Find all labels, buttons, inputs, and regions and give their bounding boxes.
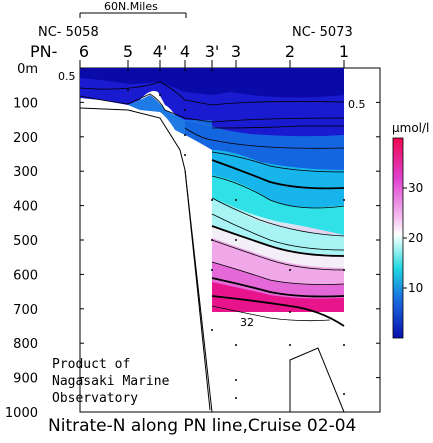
colorbar-ticks: 10 20 30	[403, 181, 423, 295]
y-tick-label: 900	[13, 372, 38, 387]
sample-dot	[235, 199, 237, 201]
endpoint-label-left: NC- 5058	[38, 25, 99, 40]
station-label: 1	[339, 42, 349, 61]
sample-dot	[235, 239, 237, 241]
annotation-line-3: Observatory	[52, 391, 138, 406]
sample-dot	[343, 344, 345, 346]
sample-dot	[184, 134, 186, 136]
scale-bar-label: 60N.Miles	[104, 0, 158, 13]
sample-dot	[184, 154, 186, 156]
station-label: 6	[79, 42, 89, 61]
station-label: 5	[123, 42, 133, 61]
chart-title: Nitrate-N along PN line,Cruise 02-04	[48, 416, 356, 436]
contour-label-0.5-left: 0.5	[58, 70, 76, 83]
sample-dot	[343, 269, 345, 271]
y-tick-label: 100	[13, 96, 38, 111]
sample-dot	[184, 69, 186, 71]
bottom-topography	[79, 107, 345, 413]
sample-dot	[127, 69, 129, 71]
sample-dot	[127, 89, 129, 91]
y-tick-label: 0m	[17, 62, 38, 77]
contour-label-0.5-right: 0.5	[348, 98, 366, 111]
sample-dot	[211, 329, 213, 331]
sample-dot	[235, 379, 237, 381]
contour-label-32: 32	[240, 316, 254, 329]
contour-lines	[79, 81, 345, 327]
sample-dots	[127, 69, 345, 399]
colorbar-gradient	[392, 137, 404, 339]
station-label: 4'	[153, 42, 168, 61]
y-tick-label: 500	[13, 234, 38, 249]
colorbar-unit: μmol/l	[392, 121, 429, 135]
station-prefix: PN-	[30, 42, 57, 61]
sample-dot	[289, 311, 291, 313]
annotation-block: Product of Nagasaki Marine Observatory	[52, 357, 170, 406]
y-tick-label: 600	[13, 268, 38, 283]
color-field	[80, 68, 344, 312]
colorbar-tick-label: 20	[408, 231, 423, 245]
x-station-ticks	[79, 60, 345, 68]
y-tick-label: 1000	[5, 406, 38, 421]
sample-dot	[184, 109, 186, 111]
sample-dot	[235, 344, 237, 346]
sample-dot	[211, 69, 213, 71]
scale-bar: 60N.Miles	[79, 0, 187, 18]
sample-dot	[289, 269, 291, 271]
y-tick-label: 400	[13, 200, 38, 215]
endpoint-label-right: NC- 5073	[292, 25, 353, 40]
y-tick-label: 800	[13, 337, 38, 352]
sample-dot	[235, 397, 237, 399]
sample-dot	[159, 69, 161, 71]
y-tick-label: 200	[13, 131, 38, 146]
colorbar-tick-label: 30	[408, 181, 423, 195]
sample-dot	[211, 269, 213, 271]
sample-dot	[289, 344, 291, 346]
station-label: 3	[231, 42, 241, 61]
y-tick-label: 300	[13, 165, 38, 180]
station-labels: 6 5 4' 4 3' 3 2 1	[79, 42, 349, 61]
colorbar-tick-label: 10	[408, 281, 423, 295]
colorbar: μmol/l 10 20 30	[392, 121, 429, 339]
sample-dot	[159, 94, 161, 96]
sample-dot	[343, 199, 345, 201]
annotation-line-1: Product of	[52, 357, 130, 372]
station-label: 4	[180, 42, 190, 61]
y-axis: 0m 100 200 300 400 500 600 700 800 900 1000	[5, 62, 380, 421]
sample-dot	[211, 239, 213, 241]
sample-dot	[211, 199, 213, 201]
y-tick-label: 700	[13, 303, 38, 318]
station-label: 3'	[205, 42, 220, 61]
sample-dot	[343, 393, 345, 395]
station-label: 2	[285, 42, 295, 61]
annotation-line-2: Nagasaki Marine	[52, 374, 170, 389]
